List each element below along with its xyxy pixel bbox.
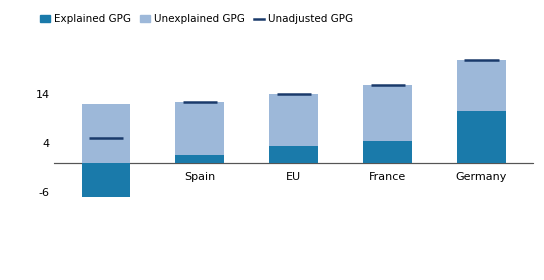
- Bar: [457, 111, 506, 163]
- Bar: [176, 102, 224, 155]
- Bar: [457, 60, 506, 111]
- Bar: [269, 94, 318, 146]
- Bar: [82, 163, 131, 197]
- Legend: Explained GPG, Unexplained GPG, Unadjusted GPG: Explained GPG, Unexplained GPG, Unadjust…: [36, 10, 357, 29]
- Bar: [363, 85, 412, 141]
- Bar: [269, 146, 318, 163]
- Bar: [176, 155, 224, 163]
- Bar: [82, 104, 131, 163]
- Bar: [363, 141, 412, 163]
